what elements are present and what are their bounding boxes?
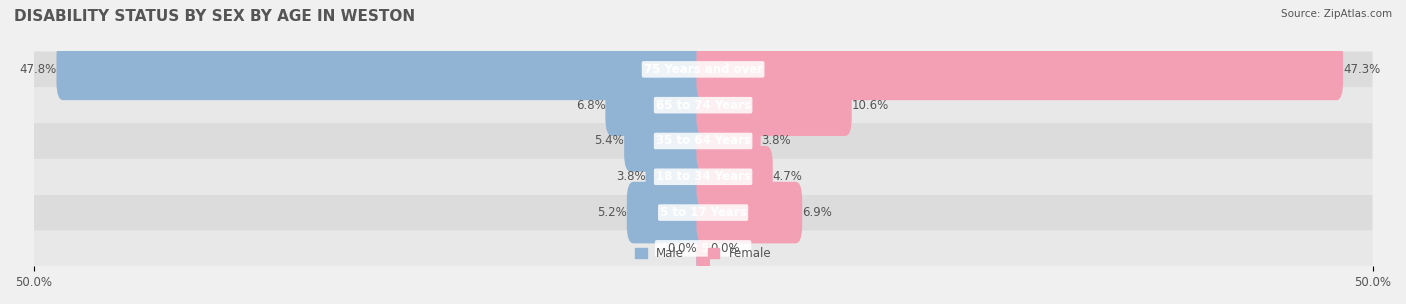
Text: 65 to 74 Years: 65 to 74 Years [655, 99, 751, 112]
FancyBboxPatch shape [34, 195, 1372, 230]
Text: 5.4%: 5.4% [595, 134, 624, 147]
Text: 5 to 17 Years: 5 to 17 Years [659, 206, 747, 219]
FancyBboxPatch shape [34, 87, 1372, 123]
FancyBboxPatch shape [34, 123, 1372, 159]
Text: 4.7%: 4.7% [773, 170, 803, 183]
FancyBboxPatch shape [34, 230, 1372, 266]
FancyBboxPatch shape [696, 110, 761, 172]
Text: 0.0%: 0.0% [666, 242, 696, 255]
Text: 3.8%: 3.8% [616, 170, 645, 183]
FancyBboxPatch shape [696, 182, 803, 244]
FancyBboxPatch shape [624, 110, 710, 172]
FancyBboxPatch shape [696, 146, 773, 208]
Text: 3.8%: 3.8% [761, 134, 790, 147]
Text: Under 5 Years: Under 5 Years [657, 242, 749, 255]
Text: 47.8%: 47.8% [20, 63, 56, 76]
Text: DISABILITY STATUS BY SEX BY AGE IN WESTON: DISABILITY STATUS BY SEX BY AGE IN WESTO… [14, 9, 415, 24]
Text: 18 to 34 Years: 18 to 34 Years [655, 170, 751, 183]
FancyBboxPatch shape [606, 74, 710, 136]
Text: 35 to 64 Years: 35 to 64 Years [655, 134, 751, 147]
FancyBboxPatch shape [34, 51, 1372, 87]
Text: 0.0%: 0.0% [710, 242, 740, 255]
FancyBboxPatch shape [696, 218, 710, 279]
Legend: Male, Female: Male, Female [630, 242, 776, 265]
Text: 5.2%: 5.2% [598, 206, 627, 219]
Text: 10.6%: 10.6% [852, 99, 889, 112]
Text: Source: ZipAtlas.com: Source: ZipAtlas.com [1281, 9, 1392, 19]
FancyBboxPatch shape [34, 159, 1372, 195]
Text: 6.9%: 6.9% [803, 206, 832, 219]
FancyBboxPatch shape [696, 218, 710, 279]
Text: 6.8%: 6.8% [575, 99, 606, 112]
FancyBboxPatch shape [627, 182, 710, 244]
FancyBboxPatch shape [56, 39, 710, 100]
FancyBboxPatch shape [696, 39, 1343, 100]
FancyBboxPatch shape [696, 74, 852, 136]
Text: 47.3%: 47.3% [1343, 63, 1381, 76]
Text: 75 Years and over: 75 Years and over [644, 63, 762, 76]
FancyBboxPatch shape [645, 146, 710, 208]
